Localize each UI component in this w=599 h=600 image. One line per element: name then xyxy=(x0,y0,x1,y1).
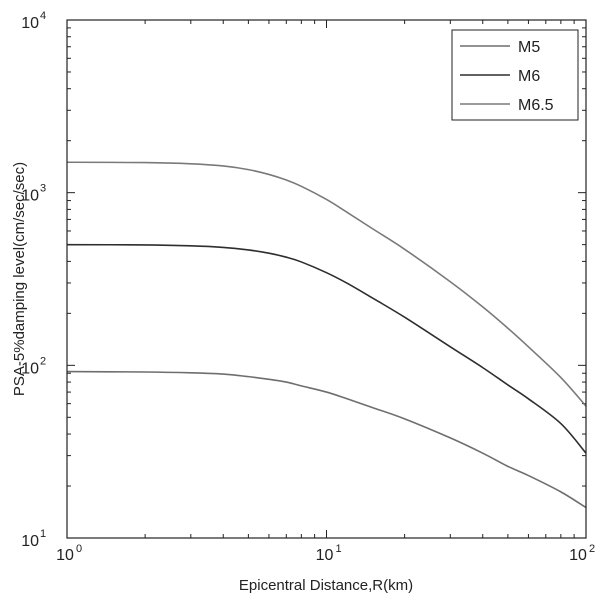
x-tick-label: 10 xyxy=(569,547,587,564)
y-tick-label: 10 xyxy=(21,533,39,550)
y-tick-label: 10 xyxy=(21,360,39,377)
x-axis-label: Epicentral Distance,R(km) xyxy=(239,577,413,594)
legend-label: M5 xyxy=(518,39,540,56)
legend: M5 M6 M6.5 xyxy=(451,29,579,121)
series-layer xyxy=(66,161,587,509)
x-tick-exponent: 0 xyxy=(76,543,82,555)
y-tick-exponent: 3 xyxy=(40,183,46,195)
series-line-m5 xyxy=(66,370,587,509)
x-tick-exponent: 1 xyxy=(336,543,342,555)
y-axis-label: PSA-5%damping level(cm/sec/sec) xyxy=(11,162,28,396)
x-tick-label: 10 xyxy=(56,547,74,564)
y-tick-exponent: 1 xyxy=(40,528,46,540)
legend-label: M6.5 xyxy=(518,97,554,114)
x-axis-ticks: 10 0 10 1 10 2 xyxy=(56,20,595,564)
legend-label: M6 xyxy=(518,68,540,85)
y-tick-exponent: 2 xyxy=(40,355,46,367)
y-tick-label: 10 xyxy=(21,188,39,205)
series-line-m6 xyxy=(66,243,587,454)
series-line-m6-5 xyxy=(66,161,587,407)
y-tick-exponent: 4 xyxy=(40,10,46,22)
x-tick-label: 10 xyxy=(316,547,334,564)
x-tick-exponent: 2 xyxy=(589,543,595,555)
plot-frame xyxy=(66,19,587,539)
y-tick-label: 10 xyxy=(21,15,39,32)
